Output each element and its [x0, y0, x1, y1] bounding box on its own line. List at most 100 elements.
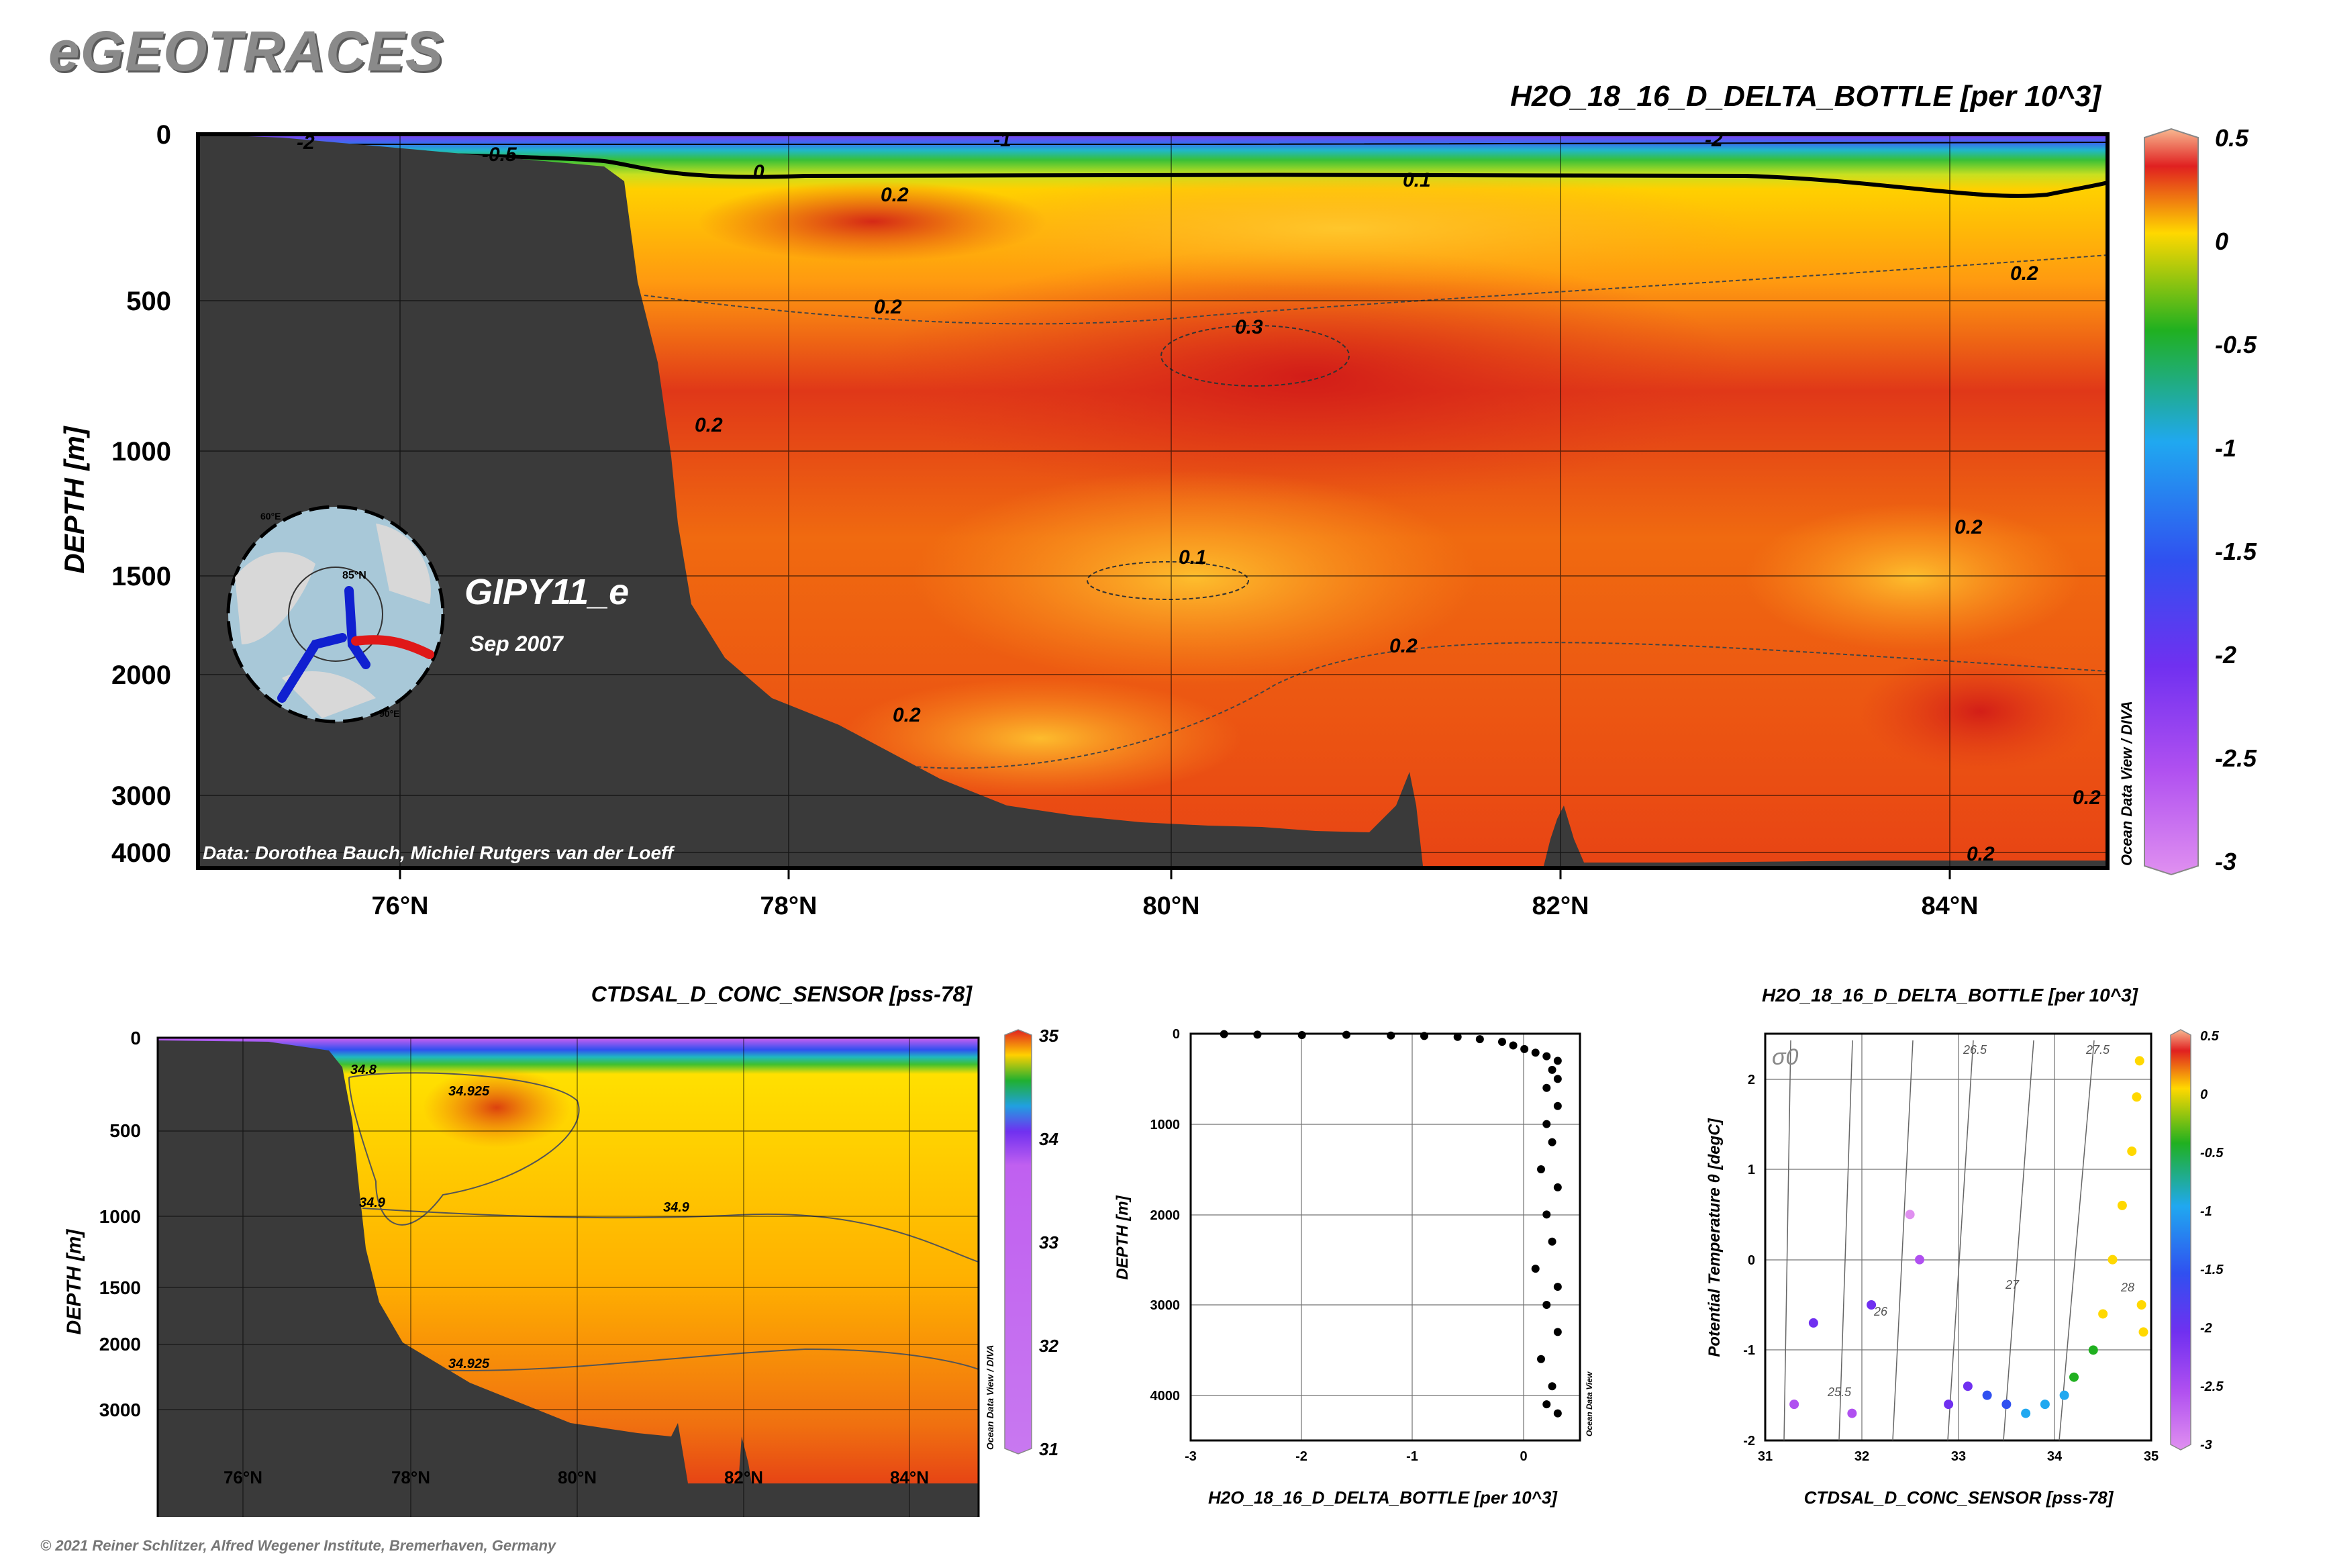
contour-label: -2: [1705, 129, 1723, 151]
contour-label: 34.925: [448, 1357, 490, 1371]
profile-point: [1553, 1328, 1562, 1336]
x-tick: 33: [1951, 1449, 1966, 1464]
y-tick: -2: [1743, 1434, 1755, 1449]
ts-point: [2108, 1255, 2118, 1265]
colorbar-tick: -0.5: [2215, 331, 2257, 358]
x-tick: 82°N: [724, 1467, 763, 1487]
colorbar-tick: -1.5: [2200, 1263, 2224, 1277]
y-tick: 2000: [111, 660, 171, 690]
ts-point: [2088, 1345, 2098, 1355]
x-tick: 84°N: [1922, 892, 1979, 920]
ts-point: [1867, 1300, 1877, 1310]
main-plot-frame: [196, 132, 2110, 870]
contour-label: 0.1: [1403, 169, 1431, 191]
ts-point: [2117, 1200, 2127, 1210]
colorbar-tick: -2: [2200, 1321, 2212, 1336]
ts-point: [2059, 1390, 2069, 1400]
colorbar-tick: -1: [2200, 1204, 2212, 1219]
y-tick: -1: [1743, 1343, 1755, 1358]
x-tick: 34: [2047, 1449, 2063, 1464]
y-tick: 2: [1748, 1073, 1755, 1087]
isopycnal-label: 25.5: [1827, 1385, 1852, 1399]
x-tick: 0: [1520, 1449, 1527, 1464]
contour-label: 0.2: [695, 414, 723, 436]
ts-diagram-chart: H2O_18_16_D_DELTA_BOTTLE [per 10^3] 25.5…: [1705, 985, 2224, 1508]
contour-label: 0.3: [1235, 316, 1263, 338]
profile-point: [1542, 1210, 1551, 1219]
contour-label: 34.9: [663, 1200, 690, 1215]
salinity-title: CTDSAL_D_CONC_SENSOR [pss-78]: [591, 982, 973, 1006]
profile-point: [1420, 1032, 1428, 1040]
y-tick: 0: [156, 120, 171, 150]
x-tick: 35: [2144, 1449, 2159, 1464]
x-tick: 76°N: [224, 1467, 262, 1487]
profile-point: [1553, 1183, 1562, 1191]
main-title: H2O_18_16_D_DELTA_BOTTLE [per 10^3]: [1510, 80, 2101, 113]
ts-point: [2127, 1146, 2137, 1157]
colorbar-tick: -2: [2215, 641, 2236, 669]
y-tick: 0: [1173, 1027, 1180, 1042]
colorbar-tick: -3: [2215, 848, 2236, 875]
x-tick: 84°N: [890, 1467, 929, 1487]
ts-point: [2132, 1092, 2142, 1102]
colorbar-tick: 0.5: [2200, 1029, 2220, 1044]
y-tick: 1000: [111, 437, 171, 467]
y-tick: 1500: [99, 1277, 141, 1298]
profile-points: [1220, 1030, 1562, 1418]
contour-label: 0.2: [2073, 787, 2101, 809]
odv-watermark: Ocean Data View / DIVA: [985, 1345, 995, 1450]
x-tick: 80°N: [1143, 892, 1200, 920]
colorbar-tick: -0.5: [2200, 1146, 2224, 1161]
bathymetry-land: [198, 134, 2108, 868]
profile-point: [1531, 1265, 1540, 1273]
profile-point: [1553, 1283, 1562, 1291]
ts-point: [1847, 1408, 1857, 1418]
colorbar-tick: 34: [1039, 1129, 1058, 1149]
profile-point: [1553, 1075, 1562, 1083]
contour-label: 0.2: [874, 296, 902, 318]
inset-lon-label: 60°E: [260, 511, 281, 522]
profile-point: [1297, 1031, 1306, 1040]
contour-label: 34.8: [350, 1063, 377, 1077]
profile-point: [1548, 1065, 1556, 1074]
ts-points: [1789, 1056, 2148, 1418]
profile-x-label: H2O_18_16_D_DELTA_BOTTLE [per 10^3]: [1208, 1487, 1558, 1508]
y-tick: 0: [1748, 1253, 1755, 1268]
y-tick: 500: [109, 1120, 141, 1141]
contour-label: 0.2: [881, 184, 909, 206]
y-tick: 2000: [1150, 1208, 1181, 1223]
ts-point: [2069, 1372, 2079, 1382]
profile-point: [1253, 1030, 1262, 1039]
x-tick: 31: [1758, 1449, 1773, 1464]
ts-point: [2040, 1400, 2050, 1410]
ts-point: [1915, 1255, 1924, 1265]
profile-point: [1220, 1030, 1228, 1038]
y-tick: 0: [130, 1028, 141, 1048]
salinity-plot-frame: [156, 1036, 980, 1517]
colorbar-tick: 35: [1039, 1026, 1058, 1046]
isopycnal-label: 26: [1873, 1305, 1888, 1318]
y-tick: 1: [1748, 1163, 1755, 1177]
contour-label: 34.925: [448, 1084, 490, 1099]
colorbar-tick: 0: [2215, 228, 2228, 255]
zero-contour: [201, 149, 2108, 198]
x-tick: -1: [1406, 1449, 1418, 1464]
x-tick: 78°N: [391, 1467, 430, 1487]
contour-label: 0.2: [893, 704, 921, 726]
inset-lon-label: 90°E: [379, 708, 400, 719]
colorbar-tick: -1.5: [2215, 538, 2257, 565]
odv-watermark: Ocean Data View: [1585, 1371, 1594, 1436]
profile-point: [1498, 1038, 1506, 1046]
sigma-label: σ0: [1772, 1044, 1799, 1070]
profile-plot-frame: [1189, 1032, 1581, 1442]
ts-point: [1944, 1400, 1954, 1410]
ts-point: [2136, 1300, 2146, 1310]
y-tick: 1000: [1150, 1118, 1181, 1132]
x-tick: -2: [1295, 1449, 1307, 1464]
cruise-date: Sep 2007: [470, 632, 564, 656]
x-tick: 80°N: [558, 1467, 597, 1487]
profile-point: [1542, 1052, 1551, 1061]
contour-label: 0.1: [1179, 546, 1207, 569]
contour-label: 0.2: [1954, 516, 1983, 538]
ts-point: [2001, 1400, 2012, 1410]
